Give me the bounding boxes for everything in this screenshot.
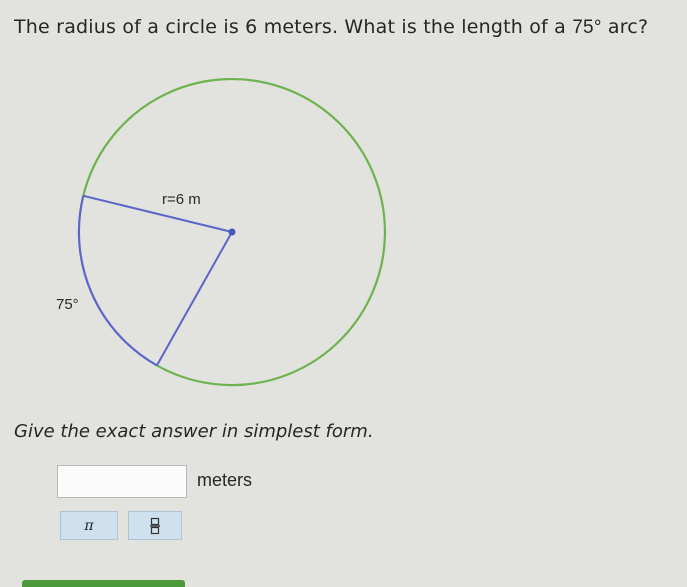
radius-line <box>156 231 233 366</box>
instruction: Give the exact answer in simplest form. <box>14 421 374 442</box>
pi-button[interactable]: π <box>60 511 118 540</box>
question: The radius of a circle is 6 meters. What… <box>14 16 648 39</box>
question-angle: 75° <box>572 17 602 38</box>
center-point <box>228 228 236 236</box>
minor-arc <box>77 195 158 367</box>
question-end: arc? <box>607 16 649 38</box>
radius-line <box>83 194 233 233</box>
fraction-icon <box>150 517 160 534</box>
answer-input[interactable] <box>57 465 187 498</box>
angle-label: 75° <box>56 296 79 313</box>
radius-label: r=6 m <box>162 191 201 208</box>
unit-label: meters <box>197 470 253 490</box>
question-text: The radius of a circle is 6 meters. What… <box>14 16 567 38</box>
submit-button[interactable] <box>22 580 185 587</box>
fraction-button[interactable] <box>128 511 182 540</box>
circle-diagram: r=6 m 75° <box>56 77 387 387</box>
major-arc <box>82 77 387 387</box>
